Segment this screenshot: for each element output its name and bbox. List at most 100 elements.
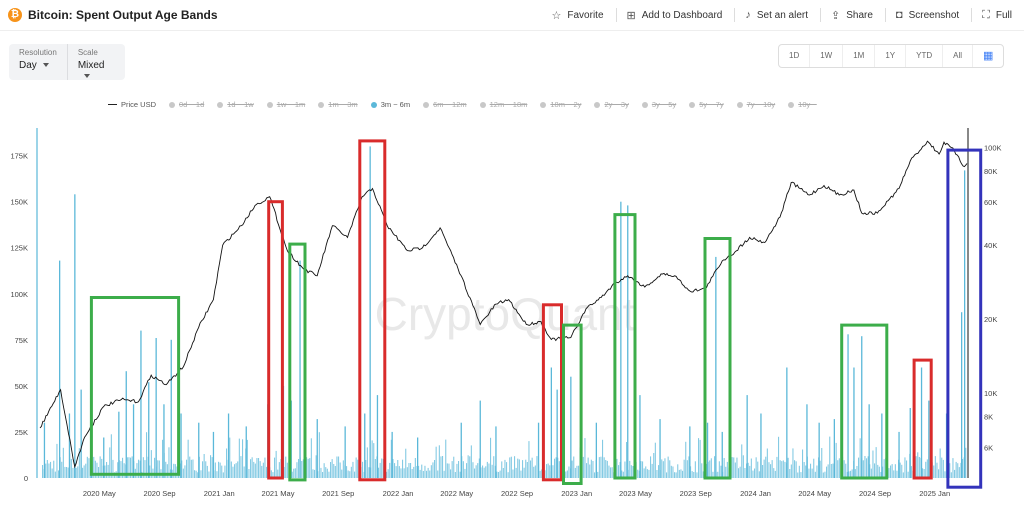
legend-item[interactable]: 7y ~ 10y — [736, 100, 775, 109]
scale-select[interactable]: Scale Mixed — [66, 44, 125, 80]
volume-bar — [677, 464, 679, 478]
annotation-box-red — [912, 358, 933, 480]
volume-bar — [964, 170, 966, 478]
range-1y-button[interactable]: 1Y — [874, 45, 905, 67]
volume-bar — [232, 466, 234, 478]
x-tick-label: 2023 Sep — [680, 489, 712, 498]
volume-bar — [103, 437, 105, 478]
share-button[interactable]: ⇪ Share — [831, 9, 873, 22]
volume-bar — [646, 469, 648, 478]
range-1w-button[interactable]: 1W — [809, 45, 842, 67]
volume-bar — [435, 446, 437, 478]
volume-bar — [224, 465, 226, 478]
screenshot-button[interactable]: ◘ Screenshot — [896, 9, 959, 21]
volume-bar — [394, 463, 396, 478]
volume-bar — [498, 472, 500, 478]
set-alert-button[interactable]: ♪ Set an alert — [745, 9, 808, 21]
legend-item[interactable]: 3m ~ 6m — [370, 100, 410, 109]
volume-bar — [821, 448, 823, 478]
chevron-down-icon — [42, 63, 49, 68]
volume-bar — [546, 464, 548, 478]
annotation-box-green — [288, 242, 307, 482]
volume-bar — [792, 448, 794, 478]
legend-item[interactable]: 6m ~ 12m — [423, 100, 467, 109]
volume-bar — [381, 458, 383, 478]
range-ytd-button[interactable]: YTD — [905, 45, 942, 67]
volume-bar — [181, 460, 183, 478]
calendar-icon[interactable]: ▦ — [972, 45, 1003, 67]
volume-bar — [654, 442, 656, 478]
volume-bar — [157, 460, 159, 478]
volume-bar — [212, 431, 215, 478]
volume-bar — [446, 463, 448, 478]
volume-bar — [800, 472, 802, 478]
volume-bar — [387, 469, 389, 478]
volume-bar — [670, 465, 672, 478]
range-1d-button[interactable]: 1D — [789, 51, 800, 60]
y-left-tick-label: 50K — [15, 382, 28, 391]
volume-bar — [960, 462, 962, 478]
volume-bar — [749, 465, 751, 478]
range-1m-button[interactable]: 1M — [842, 45, 874, 67]
volume-bar — [507, 472, 509, 478]
favorite-button[interactable]: ☆ Favorite — [552, 9, 604, 22]
volume-bar — [894, 464, 896, 478]
volume-bar — [403, 468, 405, 478]
volume-bar — [64, 466, 66, 478]
legend-item[interactable]: Price USD — [108, 100, 156, 109]
legend-item[interactable]: 12m ~ 18m — [479, 100, 528, 109]
volume-bar — [325, 467, 327, 478]
volume-bar — [464, 468, 466, 478]
legend-item[interactable]: 1w ~ 1m — [266, 100, 305, 109]
legend-item[interactable]: 18m ~ 2y — [540, 100, 581, 109]
volume-bar — [621, 470, 623, 478]
volume-bar — [307, 458, 309, 478]
legend-label: 12m ~ 18m — [489, 100, 528, 109]
volume-bar — [859, 438, 861, 478]
legend-item[interactable]: 0d ~ 1d — [169, 100, 204, 109]
full-button[interactable]: ⛶ Full — [982, 9, 1012, 22]
price-line — [39, 140, 968, 469]
volume-bar — [702, 471, 704, 478]
divider — [615, 8, 617, 22]
volume-bar — [493, 456, 495, 478]
resolution-select[interactable]: Resolution Day — [9, 44, 67, 80]
volume-bar — [602, 439, 604, 478]
volume-bar — [854, 469, 856, 478]
volume-bar — [480, 467, 482, 478]
legend-item[interactable]: 1d ~ 1w — [217, 100, 254, 109]
legend-item[interactable]: 10y ~ — [788, 100, 817, 109]
annotation-box-green — [89, 296, 181, 476]
range-all-button[interactable]: All — [942, 45, 972, 67]
legend-swatch — [594, 101, 601, 108]
volume-bar — [608, 465, 610, 478]
volume-bar — [645, 466, 647, 478]
volume-bar — [354, 471, 356, 478]
volume-bar — [509, 457, 511, 478]
legend-item[interactable]: 1m ~ 3m — [318, 100, 358, 109]
volume-bar — [466, 463, 468, 478]
volume-bar — [373, 443, 375, 478]
volume-bar — [523, 467, 525, 478]
add-to-dashboard-button[interactable]: ⊞ Add to Dashboard — [627, 9, 723, 22]
volume-bar — [758, 471, 760, 478]
volume-bar — [346, 466, 348, 478]
legend-item[interactable]: 3y ~ 5y — [641, 100, 676, 109]
volume-bar — [528, 441, 530, 478]
legend-item[interactable]: 5y ~ 7y — [689, 100, 724, 109]
volume-bar — [544, 470, 546, 478]
volume-bar — [944, 471, 946, 478]
volume-bar — [610, 467, 612, 478]
volume-bar — [158, 460, 160, 478]
volume-bar — [622, 471, 624, 478]
volume-bar — [368, 467, 370, 478]
volume-bar — [845, 463, 847, 478]
volume-bar — [296, 462, 298, 478]
volume-bar — [302, 459, 304, 478]
volume-bar — [733, 457, 735, 478]
volume-bar — [146, 432, 148, 478]
volume-bar — [570, 376, 572, 478]
volume-bar — [475, 465, 477, 478]
legend-item[interactable]: 2y ~ 3y — [594, 100, 629, 109]
chart-legend: Price USD 0d ~ 1d 1d ~ 1w 1w ~ 1m 1m ~ 3m 3m … — [108, 100, 830, 109]
